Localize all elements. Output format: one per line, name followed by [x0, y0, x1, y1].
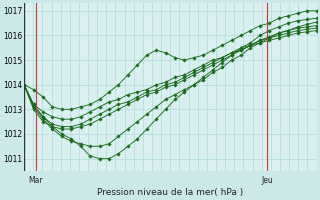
X-axis label: Pression niveau de la mer( hPa ): Pression niveau de la mer( hPa ) [97, 188, 244, 197]
